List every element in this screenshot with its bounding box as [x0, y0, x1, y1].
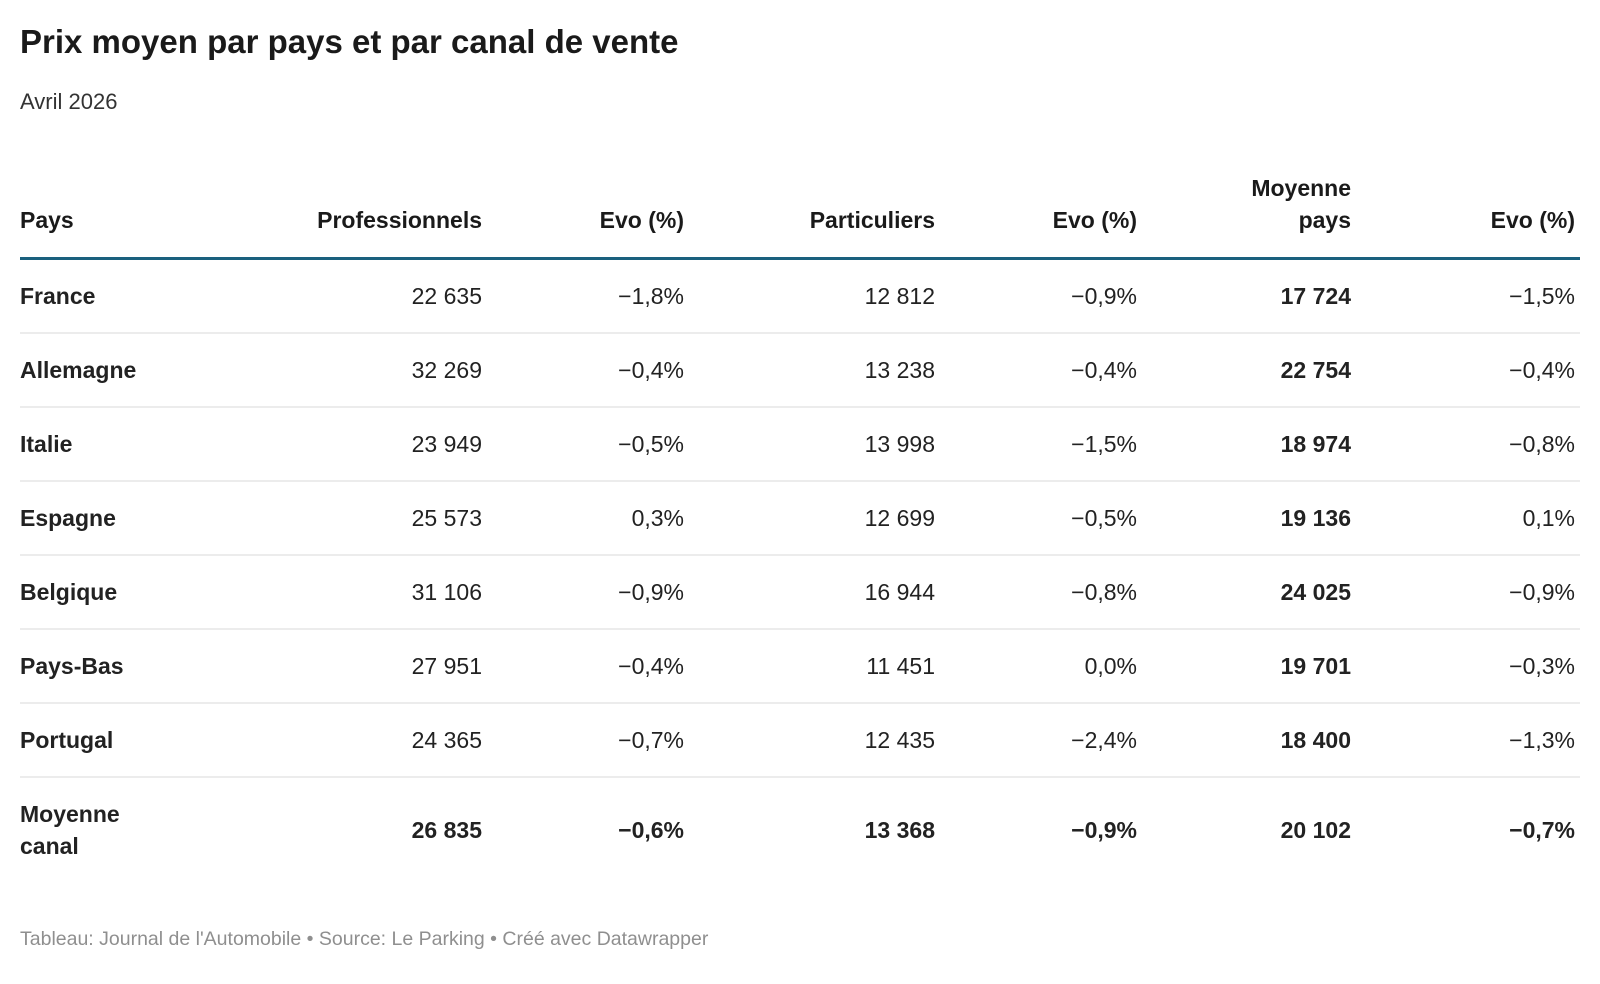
moyenne-pays-evo-cell: −1,3% [1356, 702, 1580, 777]
professionnels-value-cell: 26 835 [170, 776, 487, 882]
professionnels-evo-cell: −0,5% [487, 406, 689, 481]
moyenne-pays-evo-cell: 0,1% [1356, 480, 1580, 555]
country-cell: Pays-Bas [20, 628, 170, 703]
particuliers-value-cell: 12 812 [864, 283, 935, 309]
country-cell: Allemagne [20, 332, 170, 407]
moyenne-pays-value-cell: 18 400 [1142, 702, 1356, 777]
column-header-professionnels: Professionnels [170, 152, 487, 260]
moyenne-pays-evo-cell: −0,7% [1356, 776, 1580, 882]
moyenne-pays-evo-cell: −1,5% [1509, 283, 1575, 309]
professionnels-value-cell: 31 106 [170, 554, 487, 629]
professionnels-evo-cell: −0,4% [487, 628, 689, 703]
table-row: Belgique 31 106 −0,9% 16 944 −0,8% 24 02… [20, 554, 1580, 629]
particuliers-evo-cell: −0,9% [1071, 283, 1137, 309]
moyenne-pays-evo-cell: −0,3% [1356, 628, 1580, 703]
country-cell: Italie [20, 406, 170, 481]
particuliers-evo-cell: 0,0% [940, 628, 1142, 703]
column-header-pays: Pays [20, 152, 170, 260]
country-cell: Portugal [20, 702, 170, 777]
moyenne-pays-value-cell: 20 102 [1142, 776, 1356, 882]
particuliers-value-cell: 13 368 [689, 776, 940, 882]
column-header-evo-particuliers: Evo (%) [940, 152, 1142, 260]
professionnels-evo-cell: −0,4% [487, 332, 689, 407]
price-table: Pays Professionnels Evo (%) Particuliers… [20, 152, 1580, 882]
professionnels-value-cell: 24 365 [170, 702, 487, 777]
table-row: Moyenne canal 26 835 −0,6% 13 368 −0,9% … [20, 776, 1580, 882]
particuliers-evo-cell: −0,4% [940, 332, 1142, 407]
moyenne-pays-evo-cell: −0,8% [1356, 406, 1580, 481]
country-cell: Moyenne canal [20, 776, 170, 882]
country-cell: France [20, 283, 96, 309]
particuliers-evo-cell: −1,5% [940, 406, 1142, 481]
country-cell: Belgique [20, 554, 170, 629]
moyenne-pays-value-cell: 19 136 [1142, 480, 1356, 555]
header-row: Pays Professionnels Evo (%) Particuliers… [20, 152, 1580, 260]
particuliers-value-cell: 12 699 [689, 480, 940, 555]
particuliers-evo-cell: −0,8% [940, 554, 1142, 629]
page-subtitle: Avril 2026 [20, 89, 118, 114]
country-cell: Espagne [20, 480, 170, 555]
particuliers-value-cell: 11 451 [689, 628, 940, 703]
particuliers-evo-cell: −0,5% [940, 480, 1142, 555]
professionnels-value-cell: 32 269 [170, 332, 487, 407]
particuliers-evo-cell: −0,9% [940, 776, 1142, 882]
moyenne-pays-value-cell: 18 974 [1142, 406, 1356, 481]
moyenne-pays-value-cell: 17 724 [1280, 283, 1351, 309]
moyenne-pays-value-cell: 22 754 [1142, 332, 1356, 407]
professionnels-evo-cell: −1,8% [618, 283, 684, 309]
table-row: Espagne 25 573 0,3% 12 699 −0,5% 19 136 … [20, 480, 1580, 555]
attribution-footer: Tableau: Journal de l'Automobile • Sourc… [20, 928, 709, 950]
professionnels-value-cell: 25 573 [170, 480, 487, 555]
moyenne-pays-evo-cell: −0,9% [1356, 554, 1580, 629]
professionnels-value-cell: 22 635 [411, 283, 482, 309]
table-row: France 22 635 −1,8% 12 812 −0,9% 17 724 … [20, 259, 1580, 334]
table-row: Pays-Bas 27 951 −0,4% 11 451 0,0% 19 701… [20, 628, 1580, 703]
table-row: Allemagne 32 269 −0,4% 13 238 −0,4% 22 7… [20, 332, 1580, 407]
particuliers-value-cell: 13 238 [689, 332, 940, 407]
column-header-evo-moyenne: Evo (%) [1356, 152, 1580, 260]
professionnels-evo-cell: −0,7% [487, 702, 689, 777]
column-header-evo-professionnels: Evo (%) [487, 152, 689, 260]
page-title: Prix moyen par pays et par canal de vent… [20, 23, 679, 60]
column-header-moyenne-pays: Moyenne pays [1142, 152, 1356, 260]
professionnels-value-cell: 23 949 [170, 406, 487, 481]
particuliers-evo-cell: −2,4% [940, 702, 1142, 777]
professionnels-evo-cell: −0,6% [487, 776, 689, 882]
table-row: Portugal 24 365 −0,7% 12 435 −2,4% 18 40… [20, 702, 1580, 777]
particuliers-value-cell: 13 998 [689, 406, 940, 481]
column-header-particuliers: Particuliers [689, 152, 940, 260]
column-header-moyenne-pays-label: Moyenne pays [1251, 175, 1351, 233]
moyenne-pays-evo-cell: −0,4% [1356, 332, 1580, 407]
moyenne-pays-value-cell: 19 701 [1142, 628, 1356, 703]
moyenne-pays-value-cell: 24 025 [1142, 554, 1356, 629]
table-row: Italie 23 949 −0,5% 13 998 −1,5% 18 974 … [20, 406, 1580, 481]
particuliers-value-cell: 12 435 [689, 702, 940, 777]
professionnels-value-cell: 27 951 [170, 628, 487, 703]
particuliers-value-cell: 16 944 [689, 554, 940, 629]
datawrapper-table-page: Prix moyen par pays et par canal de vent… [20, 22, 1580, 952]
professionnels-evo-cell: −0,9% [487, 554, 689, 629]
professionnels-evo-cell: 0,3% [487, 480, 689, 555]
